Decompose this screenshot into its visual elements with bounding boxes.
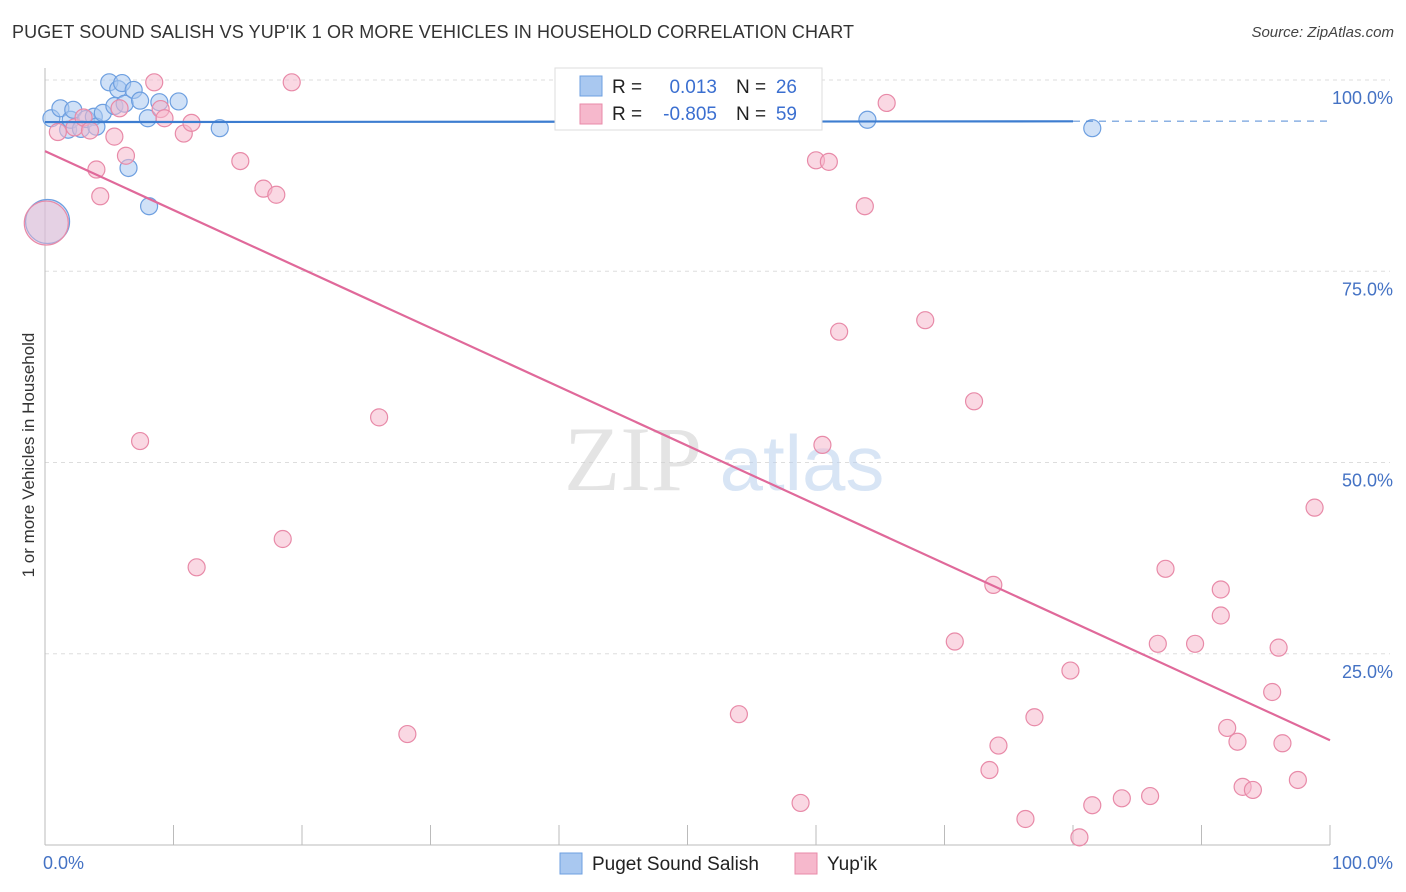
bottom-legend-swatch-pink: [794, 852, 818, 875]
watermark-zip: ZIP: [564, 408, 702, 510]
yupik-point: [1061, 661, 1080, 680]
bottom-legend-swatch-blue: [559, 852, 583, 875]
y-tick-label: 25.0%: [1342, 662, 1393, 682]
yupik-point: [145, 73, 164, 92]
legend-r-label-2: R =: [612, 104, 642, 125]
yupik-point: [398, 724, 417, 744]
legend-n-value-2: 59: [776, 104, 797, 125]
y-tick-label: 50.0%: [1342, 471, 1393, 491]
yupik-point: [48, 122, 67, 142]
y-tick-labels: 25.0% 50.0% 75.0% 100.0%: [1332, 88, 1393, 682]
legend-swatch-pink: [579, 103, 603, 125]
yupik-point: [1148, 634, 1167, 653]
x-tick-label: 0.0%: [43, 853, 84, 873]
legend-swatch-blue: [579, 75, 603, 97]
chart-title: PUGET SOUND SALISH VS YUP'IK 1 OR MORE V…: [12, 22, 855, 42]
bottom-legend-label-yupik: Yup'ik: [827, 854, 878, 875]
axes: [44, 68, 1331, 846]
yupik-point: [110, 99, 129, 118]
yupik-point: [1263, 682, 1282, 702]
y-axis-label: 1 or more Vehicles in Household: [19, 333, 38, 578]
legend-r-value-1: 0.013: [669, 77, 717, 98]
yupik-point: [945, 632, 964, 651]
yupik-point: [830, 322, 849, 341]
yupik-point: [130, 431, 150, 451]
legend-n-value-1: 26: [776, 77, 797, 98]
yupik-point: [1156, 559, 1175, 578]
yupik-point: [1025, 708, 1044, 727]
legend-n-label-1: N =: [736, 77, 766, 98]
yupik-point: [1211, 580, 1230, 599]
yupik-point: [23, 200, 69, 246]
yupik-point: [819, 152, 838, 171]
yupik-point: [1218, 718, 1237, 738]
yupik-point: [791, 793, 810, 813]
gridlines: [45, 79, 1390, 655]
chart-source: Source: ZipAtlas.com: [1251, 24, 1394, 41]
bottom-legend-label-puget: Puget Sound Salish: [592, 854, 759, 875]
yupik-point: [980, 760, 999, 780]
yupik-point: [1083, 796, 1102, 815]
trend-line-yupik: [44, 150, 1331, 742]
yupik-point: [231, 151, 250, 171]
yupik-point: [1269, 638, 1288, 657]
yupik-point: [80, 121, 100, 140]
yupik-point: [1288, 770, 1307, 790]
puget-point: [210, 119, 229, 138]
legend-r-value-2: -0.805: [663, 104, 717, 125]
yupik-point: [1112, 789, 1131, 808]
series-yupik: [23, 73, 1324, 847]
yupik-point: [1305, 498, 1324, 517]
legend-n-label-2: N =: [736, 104, 766, 125]
yupik-point: [729, 705, 749, 724]
y-tick-label: 100.0%: [1332, 88, 1393, 108]
yupik-point: [989, 736, 1008, 755]
yupik-point: [1211, 606, 1230, 625]
puget-point: [139, 197, 159, 216]
y-tick-label: 75.0%: [1342, 279, 1393, 299]
puget-point: [858, 110, 877, 129]
yupik-point: [855, 197, 874, 216]
yupik-point: [105, 127, 124, 146]
correlation-legend: R = 0.013 N = 26 R = -0.805 N = 59: [554, 67, 823, 131]
yupik-point: [273, 529, 292, 549]
yupik-point: [1140, 786, 1160, 806]
puget-point: [130, 91, 150, 110]
puget-point: [1083, 119, 1102, 138]
yupik-point: [282, 73, 301, 92]
legend-r-label-1: R =: [612, 77, 642, 98]
yupik-point: [1243, 780, 1263, 800]
yupik-point: [187, 558, 206, 577]
puget-point: [24, 198, 71, 245]
puget-point: [169, 92, 188, 111]
yupik-point: [813, 435, 832, 455]
watermark: ZIP atlas: [564, 408, 884, 510]
yupik-point: [267, 185, 286, 204]
yupik-point: [1070, 828, 1089, 847]
yupik-point: [116, 146, 136, 165]
x-tick-labels: 0.0% 100.0%: [43, 853, 1393, 873]
yupik-point: [1228, 732, 1247, 751]
yupik-point: [91, 187, 110, 206]
yupik-point: [916, 311, 935, 330]
yupik-point: [1185, 634, 1205, 653]
yupik-point: [155, 109, 174, 128]
watermark-atlas: atlas: [720, 419, 885, 507]
yupik-point: [1016, 809, 1035, 829]
yupik-point: [877, 93, 896, 113]
yupik-point: [1273, 734, 1292, 753]
x-tick-label: 100.0%: [1332, 853, 1393, 873]
yupik-point: [370, 408, 389, 427]
yupik-point: [964, 392, 984, 411]
series-legend: Puget Sound Salish Yup'ik: [559, 852, 878, 875]
